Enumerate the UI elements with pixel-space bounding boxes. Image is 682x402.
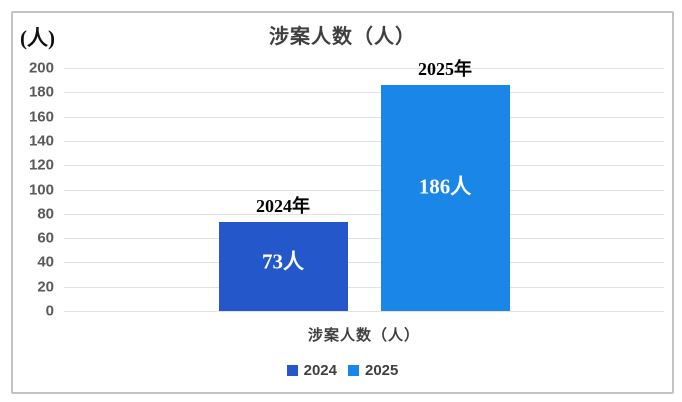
legend-swatch-icon [286, 365, 298, 376]
plot-area: 200 180 160 140 120 100 80 60 40 20 0 73人 2024年 186人 2… [29, 59, 664, 319]
bar-value-label-2025: 186人 [418, 174, 472, 199]
gridline [64, 140, 664, 142]
gridline [64, 238, 664, 240]
bar-series-label-2024: 2024年 [256, 196, 310, 217]
gridline [64, 262, 664, 264]
y-tick-label: 80 [37, 205, 54, 223]
gridline [64, 189, 664, 191]
legend-item-2024: 2024 [286, 362, 337, 379]
gridline [64, 92, 664, 94]
x-axis-label: 涉案人数（人） [307, 327, 420, 344]
y-tick-label: 180 [28, 83, 54, 101]
y-tick-label: 100 [28, 181, 54, 198]
y-tick-label: 20 [37, 278, 54, 296]
bar-series-label-2025: 2025年 [418, 59, 472, 80]
bar-2024: 73人 [218, 222, 348, 311]
y-tick-label: 160 [28, 108, 54, 126]
legend-item-2025: 2025 [348, 363, 398, 378]
gridline [64, 68, 664, 69]
legend-label-2025: 2025 [365, 362, 399, 379]
gridline [64, 165, 664, 167]
legend-swatch-icon [348, 365, 359, 376]
gridline [64, 311, 664, 312]
bar-value-label-2024: 73人 [262, 249, 304, 274]
y-tick-label: 0 [45, 302, 54, 320]
bar-2025: 186人 [380, 85, 510, 311]
gridline [64, 286, 664, 288]
y-tick-label: 200 [28, 59, 54, 77]
bar-chart-panel: (人) 涉案人数（人） 200 180 160 140 120 100 80 60 40 20 0 7… [11, 11, 674, 394]
y-tick-label: 60 [37, 229, 54, 247]
chart-title: 涉案人数（人） [269, 26, 416, 48]
y-tick-label: 120 [28, 156, 54, 174]
y-tick-label: 140 [28, 132, 54, 150]
y-tick-label: 40 [37, 253, 54, 271]
legend: 2024 2025 [13, 363, 672, 378]
y-axis-unit-label: (人) [20, 26, 55, 50]
legend-label-2024: 2024 [303, 362, 337, 379]
gridline [64, 116, 664, 118]
gridline [64, 213, 664, 215]
